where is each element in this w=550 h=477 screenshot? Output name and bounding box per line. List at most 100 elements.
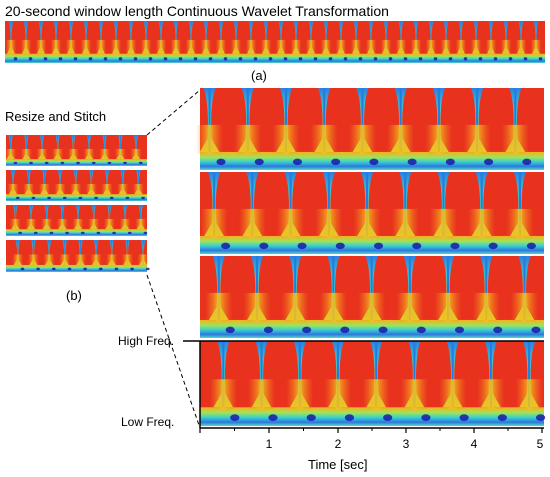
cwt-strip-20s: [5, 21, 545, 63]
low-freq-blob: [114, 267, 119, 271]
low-freq-blob: [44, 161, 49, 165]
low-freq-blob: [478, 57, 483, 61]
low-freq-blob: [292, 158, 303, 166]
low-freq-blob: [388, 57, 393, 61]
connector-line-top: [146, 89, 201, 136]
scalogram-row: [6, 240, 150, 272]
low-freq-blob: [163, 57, 168, 61]
low-freq-blob: [18, 231, 22, 235]
low-freq-blob: [13, 57, 18, 61]
low-freq-blob: [283, 57, 288, 61]
low-freq-blob: [306, 414, 316, 421]
low-freq-blob: [80, 231, 85, 235]
low-freq-blob: [178, 57, 183, 61]
low-freq-blob: [448, 57, 453, 61]
low-freq-blob: [148, 57, 153, 61]
high-freq-label: High Freq.: [118, 334, 175, 348]
low-freq-blob: [313, 57, 318, 61]
low-freq-blob: [340, 326, 350, 334]
low-freq-blob: [383, 414, 393, 421]
low-freq-blob: [43, 57, 48, 61]
panel-b-label: (b): [66, 288, 82, 303]
low-freq-blob: [20, 267, 25, 271]
low-freq-blob: [67, 267, 72, 271]
time-axis: [199, 427, 544, 433]
stitched-thumbnail: [5, 135, 150, 272]
low-freq-blob: [268, 57, 273, 61]
low-freq-blob: [225, 326, 235, 334]
low-freq-blob: [483, 158, 494, 166]
low-freq-blob: [459, 414, 469, 421]
low-freq-blob: [535, 414, 546, 421]
stitched-cwt-panel: [196, 88, 546, 426]
low-freq-blob: [109, 196, 114, 200]
low-freq-blob: [493, 326, 503, 334]
low-freq-blob: [493, 57, 498, 61]
low-freq-blob: [193, 57, 198, 61]
low-freq-blob: [418, 57, 423, 61]
scalogram-row: [200, 256, 544, 338]
low-freq-blob: [450, 242, 460, 250]
time-tick-label: 1: [265, 437, 273, 451]
low-freq-blob: [62, 196, 67, 200]
low-freq-blob: [107, 161, 112, 165]
low-freq-blob: [344, 414, 355, 421]
low-freq-blob: [335, 242, 345, 250]
low-freq-blob: [302, 326, 312, 334]
low-freq-blob: [49, 231, 54, 235]
low-freq-blob: [331, 158, 341, 166]
low-freq-blob: [526, 242, 536, 250]
low-freq-blob: [96, 231, 101, 235]
low-freq-blob: [221, 242, 231, 250]
low-freq-blob: [230, 414, 240, 421]
low-freq-blob: [28, 57, 33, 61]
low-freq-blob: [31, 196, 36, 200]
low-freq-blob: [29, 161, 33, 165]
low-freq-blob: [412, 242, 422, 250]
low-freq-blob: [463, 57, 468, 61]
low-freq-blob: [454, 326, 465, 334]
low-freq-blob: [433, 57, 438, 61]
low-freq-blob: [60, 161, 65, 165]
low-freq-blob: [488, 242, 498, 250]
low-freq-blob: [15, 196, 20, 200]
low-freq-blob: [259, 242, 269, 250]
low-freq-blob: [531, 326, 541, 334]
low-freq-blob: [263, 326, 274, 334]
low-freq-blob: [238, 57, 243, 61]
low-freq-blob: [421, 414, 431, 421]
low-freq-blob: [103, 57, 108, 61]
low-freq-blob: [373, 57, 378, 61]
low-freq-blob: [508, 57, 513, 61]
low-freq-blob: [143, 231, 148, 235]
low-freq-blob: [497, 414, 507, 421]
scalogram-row: [5, 21, 545, 63]
low-freq-blob: [65, 231, 69, 235]
stitch-title: Resize and Stitch: [5, 109, 107, 124]
time-tick-label: 5: [536, 437, 544, 451]
scalogram-row: [6, 170, 147, 201]
scalogram-row: [200, 341, 546, 426]
low-freq-blob: [208, 57, 213, 61]
time-axis-label: Time [sec]: [308, 457, 368, 472]
scalogram-row: [5, 135, 147, 166]
low-freq-blob: [216, 158, 226, 166]
low-freq-blob: [522, 158, 532, 166]
figure-title: 20-second window length Continuous Wavel…: [5, 3, 389, 19]
low-freq-blob: [138, 161, 143, 165]
low-freq-label: Low Freq.: [121, 415, 175, 429]
low-freq-blob: [76, 161, 80, 165]
low-freq-blob: [78, 196, 83, 200]
time-tick-label: 3: [402, 437, 410, 451]
low-freq-blob: [112, 231, 116, 235]
low-freq-blob: [33, 231, 38, 235]
low-freq-blob: [127, 231, 132, 235]
low-freq-blob: [268, 414, 278, 421]
low-freq-blob: [73, 57, 78, 61]
connector-line-bottom: [146, 274, 201, 429]
low-freq-blob: [343, 57, 348, 61]
low-freq-blob: [416, 326, 426, 334]
low-freq-blob: [523, 57, 528, 61]
scalogram-row: [6, 205, 148, 236]
